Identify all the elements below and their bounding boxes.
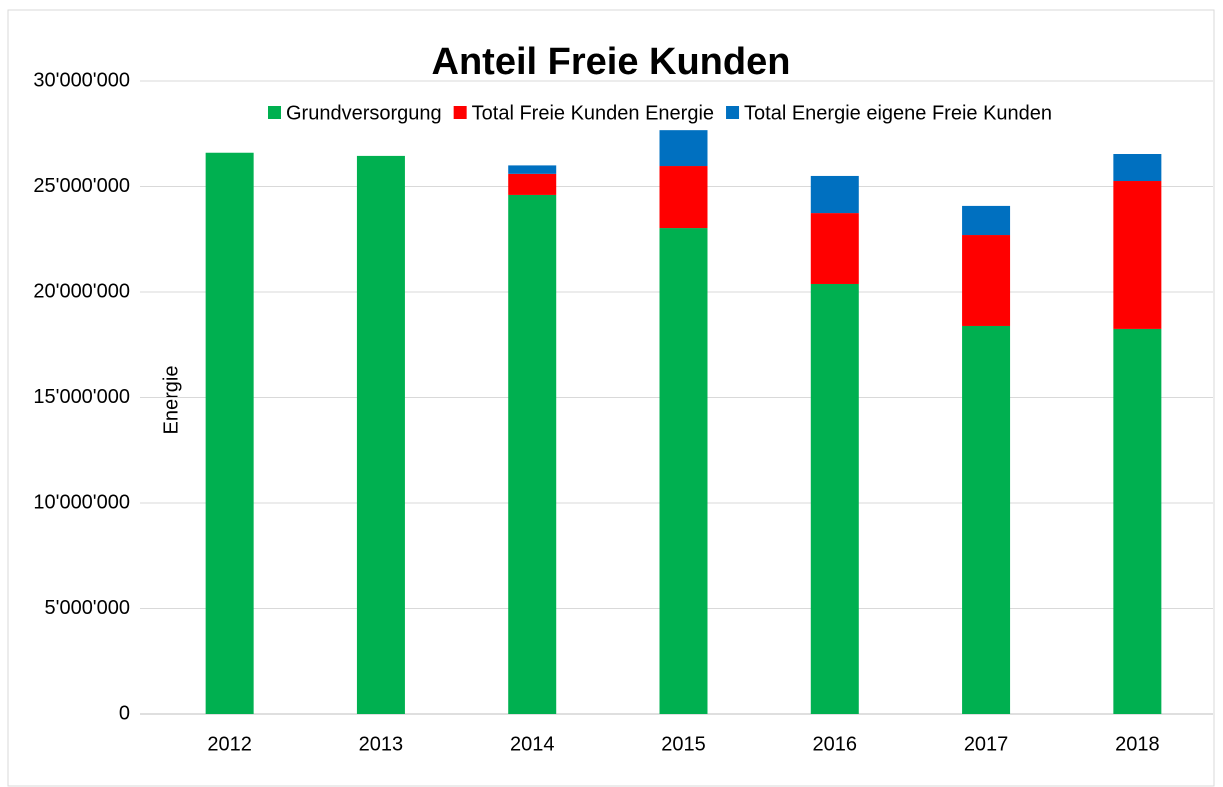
x-tick-label: 2016 (813, 733, 858, 755)
bar-segment (1113, 328, 1162, 714)
bar-segment (962, 205, 1011, 236)
legend-label: Total Energie eigene Freie Kunden (744, 102, 1052, 124)
bar-segment (205, 152, 254, 715)
legend-swatch (726, 106, 740, 119)
bar-segment (659, 166, 708, 229)
y-tick-label: 25'000'000 (33, 175, 130, 197)
bar-segment (356, 155, 405, 714)
bar-segment (508, 165, 557, 174)
bar-segment (962, 325, 1011, 714)
x-tick-label: 2013 (359, 733, 404, 755)
bar-segment (508, 194, 557, 714)
bar-segment (810, 213, 859, 284)
legend-swatch (268, 106, 281, 119)
y-tick-label: 0 (119, 702, 130, 724)
y-axis-label: Energie (160, 366, 182, 435)
bar-segment (1113, 181, 1162, 329)
x-tick-label: 2012 (207, 733, 252, 755)
x-tick-label: 2017 (964, 733, 1009, 755)
y-tick-label: 5'000'000 (45, 597, 131, 619)
bar-segment (659, 130, 708, 167)
x-tick-label: 2015 (661, 733, 706, 755)
y-tick-label: 15'000'000 (33, 386, 130, 408)
y-tick-label: 20'000'000 (33, 280, 130, 302)
bar-segment (810, 283, 859, 714)
bar-segment (659, 228, 708, 714)
bar-segment (810, 175, 859, 214)
chart-title: Anteil Freie Kunden (432, 41, 791, 83)
y-tick-label: 10'000'000 (33, 491, 130, 513)
bar-segment (1113, 154, 1162, 182)
legend-label: Total Freie Kunden Energie (472, 102, 714, 124)
legend-label: Grundversorgung (286, 102, 442, 124)
legend-swatch (453, 106, 467, 119)
y-tick-label: 30'000'000 (33, 69, 130, 91)
bar-segment (508, 173, 557, 195)
bar-segment (962, 235, 1011, 326)
x-tick-label: 2018 (1115, 733, 1160, 755)
x-tick-label: 2014 (510, 733, 555, 755)
